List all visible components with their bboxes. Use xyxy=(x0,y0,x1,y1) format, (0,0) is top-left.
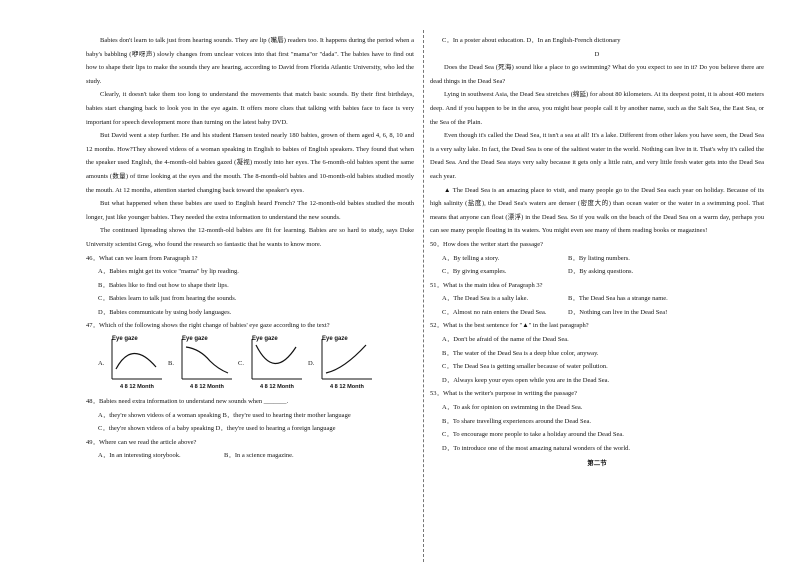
question-51-option-b[interactable]: B．The Dead Sea has a strange name. xyxy=(568,295,668,303)
chart-b-curve xyxy=(185,346,229,374)
chart-x-label: 4 8 12 Month xyxy=(120,384,154,391)
right-column: C．In a poster about education. D．In an E… xyxy=(430,34,764,471)
question-52-option-a[interactable]: A．Don't be afraid of the name of the Dea… xyxy=(442,336,569,344)
question-50-option-d[interactable]: D．By asking questions. xyxy=(568,268,634,276)
passage-paragraph: Lying in southwest Asia, the Dead Sea st… xyxy=(430,91,764,126)
question-46-stem: 46．What can we learn from Paragraph 1? xyxy=(86,254,198,262)
question-50-stem: 50．How does the writer start the passage… xyxy=(430,240,543,248)
blank-paragraph-text: The Dead Sea is an amazing place to visi… xyxy=(430,186,764,235)
question-48-options-ab[interactable]: A．they're shown videos of a woman speaki… xyxy=(98,411,351,419)
question-52-option-b[interactable]: B．The water of the Dead Sea is a deep bl… xyxy=(442,349,599,357)
question-49-options-row: A．In an interesting storybook. B．In a sc… xyxy=(98,449,414,463)
question-50-option-c[interactable]: C．By giving examples. xyxy=(442,268,507,276)
question-46-option-c[interactable]: C．Babies learn to talk just from hearing… xyxy=(98,295,237,303)
question-49-option-a[interactable]: A．In an interesting storybook. xyxy=(98,452,181,460)
question-52-option-c[interactable]: C．The Dead Sea is getting smaller becaus… xyxy=(442,363,608,371)
section-heading: 第二节 xyxy=(587,460,607,468)
chart-x-label: 4 8 12 Month xyxy=(190,384,224,391)
chart-b-graph xyxy=(181,339,232,380)
question-47-stem: 47．Which of the following shows the righ… xyxy=(86,322,330,330)
passage-d-letter: D xyxy=(594,50,600,58)
chart-a-curve xyxy=(115,352,157,370)
question-52-option-d[interactable]: D．Always keep your eyes open while you a… xyxy=(442,376,610,384)
passage-paragraph: Babies don't learn to talk just from hea… xyxy=(86,37,414,85)
question-46-option-a[interactable]: A．Babies might get its voice "mama" by l… xyxy=(98,268,239,276)
chart-c-curve xyxy=(255,344,297,365)
question-51-row-1: A．The Dead Sea is a salty lake. B．The De… xyxy=(442,292,764,306)
passage-paragraph: Clearly, it doesn't take them too long t… xyxy=(86,91,414,126)
question-52-stem-post: " in the last paragraph? xyxy=(528,322,589,330)
chart-a-graph xyxy=(111,339,162,380)
chart-d-curve xyxy=(325,344,367,374)
question-51-option-d[interactable]: D．Nothing can live in the Dead Sea! xyxy=(568,308,668,316)
chart-y-label: Eye gaze xyxy=(112,336,138,343)
blank-triangle-marker: ▲ xyxy=(444,186,451,194)
question-48-stem: 48．Babies need extra information to unde… xyxy=(86,398,289,406)
question-52-stem-pre: 52．What is the best sentence for " xyxy=(430,322,523,330)
chart-x-label: 4 8 12 Month xyxy=(260,384,294,391)
left-column: Babies don't learn to talk just from hea… xyxy=(86,34,414,463)
question-49-stem: 49．Where can we read the article above? xyxy=(86,438,197,446)
question-51-option-a[interactable]: A．The Dead Sea is a salty lake. xyxy=(442,295,529,303)
question-53-stem: 53．What is the writer's purpose in writi… xyxy=(430,390,578,398)
chart-x-label: 4 8 12 Month xyxy=(330,384,364,391)
chart-option-b[interactable]: B. Eye gaze 4 8 12 Month xyxy=(168,335,238,393)
chart-option-label: D. xyxy=(308,360,315,368)
question-50-row-1: A．By telling a story. B．By listing numbe… xyxy=(442,252,764,266)
chart-option-label: C. xyxy=(238,360,244,368)
question-50-row-2: C．By giving examples. D．By asking questi… xyxy=(442,265,764,279)
chart-d-graph xyxy=(321,339,372,380)
chart-y-label: Eye gaze xyxy=(252,336,278,343)
blank-triangle-marker: ▲ xyxy=(522,322,529,330)
question-51-stem: 51．What is the main idea of Paragraph 3? xyxy=(430,281,543,289)
passage-paragraph: Does the Dead Sea (死海) sound like a plac… xyxy=(430,64,764,85)
chart-option-d[interactable]: D. Eye gaze 4 8 12 Month xyxy=(308,335,378,393)
question-51-option-c[interactable]: C．Almost no rain enters the Dead Sea. xyxy=(442,308,547,316)
question-52-stem: 52．What is the best sentence for "▲" in … xyxy=(430,319,764,333)
column-divider xyxy=(423,30,424,562)
question-51-row-2: C．Almost no rain enters the Dead Sea. D．… xyxy=(442,306,764,320)
question-49-option-b[interactable]: B．In a science magazine. xyxy=(224,452,294,460)
chart-option-label: B. xyxy=(168,360,174,368)
question-46-option-d[interactable]: D．Babies communicate by using body langu… xyxy=(98,308,232,316)
chart-option-label: A. xyxy=(98,360,105,368)
question-53-option-d[interactable]: D．To introduce one of the most amazing n… xyxy=(442,444,630,452)
chart-y-label: Eye gaze xyxy=(182,336,208,343)
passage-paragraph: But David went a step further. He and hi… xyxy=(86,132,414,194)
passage-paragraph: But what happened when these babies are … xyxy=(86,200,414,221)
question-53-option-c[interactable]: C．To encourage more people to take a hol… xyxy=(442,431,624,439)
question-46-option-b[interactable]: B．Babies like to find out how to shape t… xyxy=(98,281,229,289)
question-53-option-a[interactable]: A．To ask for opinion on swimming in the … xyxy=(442,404,583,412)
passage-paragraph: The continued lipreading shows the 12-mo… xyxy=(86,227,414,248)
passage-paragraph: Even though it's called the Dead Sea, it… xyxy=(430,132,764,180)
question-50-option-a[interactable]: A．By telling a story. xyxy=(442,254,500,262)
chart-c-graph xyxy=(251,339,302,380)
chart-option-c[interactable]: C. Eye gaze 4 8 12 Month xyxy=(238,335,308,393)
question-49-options-cd[interactable]: C．In a poster about education. D．In an E… xyxy=(442,37,621,44)
passage-paragraph-blank: ▲ The Dead Sea is an amazing place to vi… xyxy=(430,184,764,238)
question-50-option-b[interactable]: B．By listing numbers. xyxy=(568,254,630,262)
question-53-option-b[interactable]: B．To share travelling experiences around… xyxy=(442,417,591,425)
chart-option-a[interactable]: A. Eye gaze 4 8 12 Month xyxy=(98,335,168,393)
chart-y-label: Eye gaze xyxy=(322,336,348,343)
question-48-options-cd[interactable]: C．they're shown videos of a baby speakin… xyxy=(98,425,336,433)
question-47-charts: A. Eye gaze 4 8 12 Month B. Eye gaze 4 xyxy=(98,335,414,393)
